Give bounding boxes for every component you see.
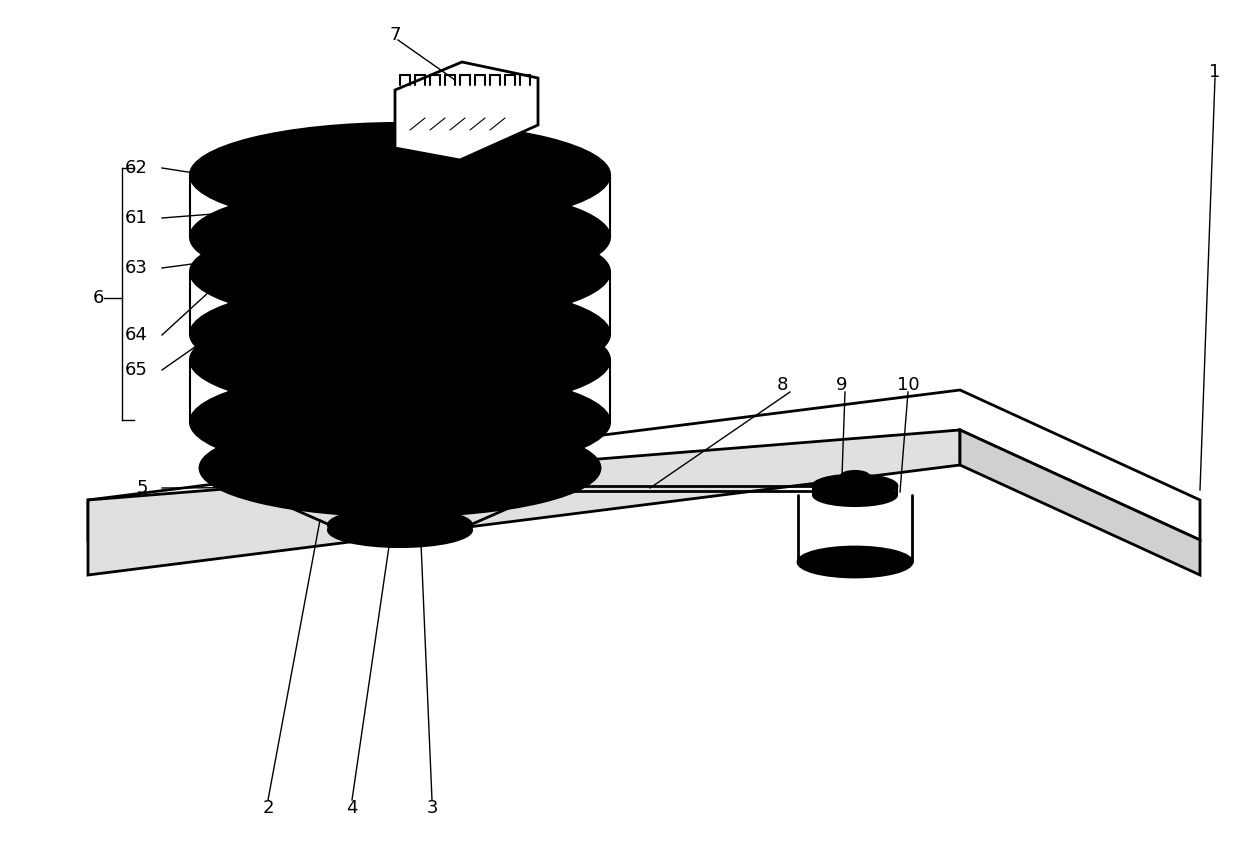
Text: 6: 6 [92,289,104,307]
Ellipse shape [799,547,911,577]
Ellipse shape [329,513,472,547]
Ellipse shape [355,471,445,493]
Ellipse shape [190,220,610,324]
Ellipse shape [487,177,513,189]
Ellipse shape [190,282,610,386]
Ellipse shape [260,387,539,457]
Ellipse shape [384,347,415,357]
Ellipse shape [275,438,525,498]
Ellipse shape [841,471,869,481]
Ellipse shape [190,185,610,289]
Ellipse shape [329,508,472,542]
Text: 10: 10 [897,376,919,394]
Text: 9: 9 [836,376,848,394]
Polygon shape [960,430,1200,575]
Ellipse shape [200,420,600,516]
Ellipse shape [392,495,408,501]
Ellipse shape [260,237,539,307]
Ellipse shape [384,170,415,180]
Ellipse shape [813,475,897,497]
Text: 65: 65 [125,361,148,379]
Text: 2: 2 [262,799,274,817]
Ellipse shape [384,435,415,445]
Ellipse shape [260,140,539,210]
Ellipse shape [384,250,415,260]
Text: 3: 3 [427,799,438,817]
Ellipse shape [392,507,408,513]
Polygon shape [88,390,1200,540]
Text: 64: 64 [125,326,148,344]
Text: 7: 7 [389,26,401,44]
Polygon shape [88,430,960,575]
Text: 61: 61 [125,209,148,227]
Ellipse shape [813,484,897,506]
Ellipse shape [310,446,490,490]
Ellipse shape [260,325,539,395]
Ellipse shape [260,299,539,369]
Text: 5: 5 [136,479,148,497]
Text: 62: 62 [125,159,148,177]
Ellipse shape [260,202,539,272]
Ellipse shape [190,308,610,412]
Text: 63: 63 [125,259,148,277]
Ellipse shape [355,483,445,505]
Ellipse shape [190,123,610,227]
Ellipse shape [386,410,414,420]
Text: 1: 1 [1209,63,1220,81]
Text: 4: 4 [346,799,358,817]
Ellipse shape [312,181,339,193]
Text: 8: 8 [776,376,787,394]
Polygon shape [396,62,538,160]
Ellipse shape [190,370,610,474]
